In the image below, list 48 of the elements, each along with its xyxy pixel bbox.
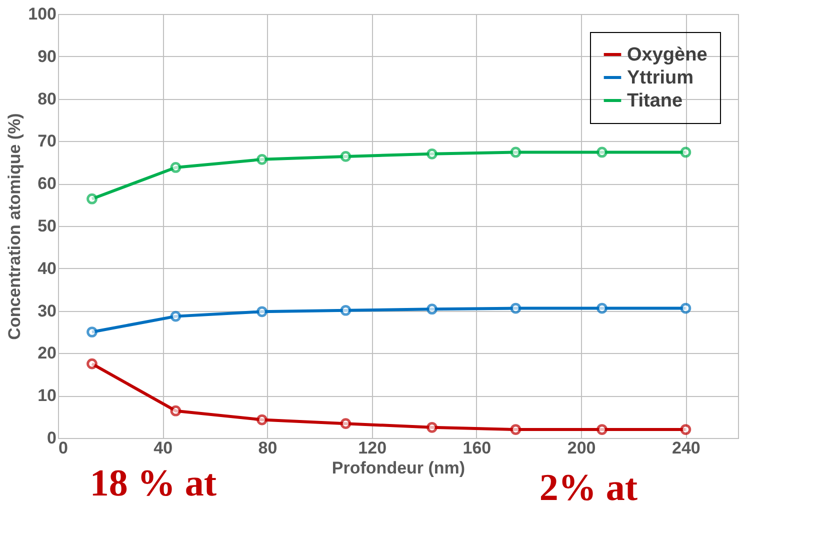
y-tick-label: 70 <box>38 132 56 151</box>
point <box>426 148 438 160</box>
x-tick-label: 240 <box>672 438 700 458</box>
point <box>510 302 522 314</box>
x-tick-label: 200 <box>567 438 596 458</box>
text: 18 % at <box>90 462 217 505</box>
point <box>340 418 352 430</box>
y-axis-title: Concentration atomique (%) <box>5 113 24 340</box>
point <box>596 146 608 158</box>
point <box>256 154 268 165</box>
y-tick-label: 100 <box>28 4 56 24</box>
point <box>680 302 692 314</box>
legend-label: Titane <box>627 90 683 112</box>
y-tick-label: 50 <box>38 216 56 236</box>
y-tick-label: 40 <box>38 258 56 278</box>
point <box>86 358 98 370</box>
y-tick-label: 30 <box>38 301 56 320</box>
legend-label: Yttrium <box>627 68 694 88</box>
x-tick-label: 160 <box>462 438 492 458</box>
point <box>680 146 692 158</box>
point <box>510 424 522 435</box>
x-tick-label: 80 <box>258 438 278 458</box>
point <box>170 162 182 173</box>
y-tick-label: 10 <box>38 386 56 406</box>
y-tick-label: 20 <box>38 344 56 363</box>
legend-label: Oxygène <box>627 44 708 66</box>
x-tick-label: 120 <box>358 438 387 458</box>
text: 2% at <box>539 466 638 509</box>
point <box>426 422 438 433</box>
point <box>680 424 692 435</box>
point <box>86 326 98 338</box>
point <box>596 424 608 435</box>
x-axis-title: Profondeur (nm) <box>332 458 466 478</box>
point <box>340 304 352 316</box>
y-tick-label: 90 <box>38 46 56 66</box>
x-tick-label: 0 <box>58 438 68 458</box>
point <box>170 310 182 322</box>
point <box>256 306 268 318</box>
point <box>256 414 268 426</box>
point <box>596 302 608 314</box>
x-tick-label: 40 <box>154 438 173 458</box>
point <box>86 193 98 204</box>
point <box>510 146 522 158</box>
y-tick-label: 80 <box>38 89 56 108</box>
point <box>170 405 182 416</box>
point <box>340 151 352 162</box>
y-tick-label: 60 <box>38 174 56 194</box>
point <box>426 304 438 315</box>
